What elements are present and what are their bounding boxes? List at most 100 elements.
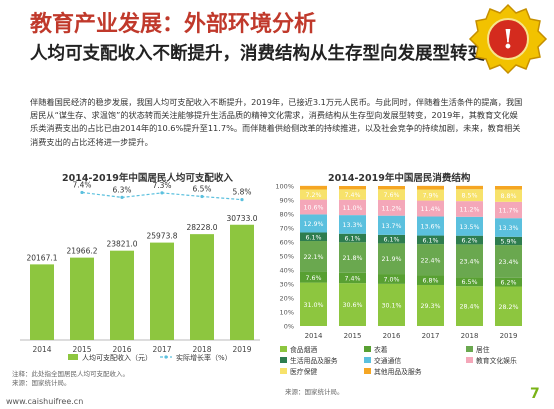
x-tick-label: 2015 <box>344 332 362 340</box>
stack-segment <box>300 199 327 215</box>
segment-value-label: 11.2% <box>381 205 401 212</box>
segment-value-label: 13.3% <box>342 222 362 229</box>
segment-value-label: 11.4% <box>420 206 440 213</box>
income-value-label: 25973.8 <box>146 232 177 241</box>
segment-value-label: 10.6% <box>303 205 323 212</box>
stack-segment <box>456 216 483 236</box>
stack-segment <box>378 189 405 200</box>
y-tick-label: 40% <box>280 267 294 275</box>
x-tick-label: 2018 <box>461 332 479 340</box>
stack-segment <box>495 286 522 326</box>
segment-value-label: 28.4% <box>459 304 479 311</box>
segment-value-label: 11.0% <box>342 205 362 212</box>
income-bar <box>230 224 254 340</box>
legend-swatch <box>364 357 371 363</box>
stack-segment <box>300 189 327 200</box>
income-value-label: 30733.0 <box>226 214 257 223</box>
stack-segment <box>495 186 522 190</box>
growth-rate-point <box>80 190 84 195</box>
stack-segment <box>339 233 366 243</box>
stack-segment <box>456 277 483 287</box>
stack-segment <box>378 200 405 216</box>
segment-value-label: 7.4% <box>345 192 361 199</box>
legend-swatch <box>466 346 473 352</box>
segment-value-label: 6.2% <box>462 238 478 245</box>
segment-value-label: 30.6% <box>342 302 362 309</box>
segment-value-label: 7.2% <box>306 192 322 199</box>
growth-rate-point <box>240 198 244 202</box>
income-value-label: 28228.0 <box>186 223 217 232</box>
stack-segment <box>300 214 327 233</box>
legend-label: 食品烟酒 <box>290 345 317 354</box>
growth-rate-point <box>160 191 164 195</box>
segment-value-label: 6.1% <box>423 237 439 244</box>
segment-value-label: 31.0% <box>303 302 323 309</box>
stack-segment <box>495 245 522 278</box>
stack-segment <box>456 286 483 326</box>
legend-swatch <box>280 346 287 352</box>
income-bar <box>150 242 174 340</box>
source-note-right: 来源：国家统计局。 <box>285 388 344 396</box>
x-tick-label: 2016 <box>383 332 401 340</box>
legend-label: 教育文化娱乐 <box>476 356 517 365</box>
segment-value-label: 6.1% <box>384 237 400 244</box>
y-tick-label: 70% <box>280 225 294 233</box>
growth-rate-label: 7.4% <box>72 180 91 189</box>
segment-value-label: 6.5% <box>462 279 478 286</box>
stack-segment <box>495 277 522 287</box>
source-note-line: 来源：国家统计局。 <box>12 378 71 387</box>
legend-swatch <box>280 357 287 363</box>
right-chart-title: 2014-2019年中国居民消费结构 <box>328 173 471 184</box>
y-tick-label: 30% <box>280 281 294 289</box>
stack-segment <box>495 189 522 202</box>
segment-value-label: 13.3% <box>498 225 518 232</box>
stack-segment <box>378 243 405 275</box>
legend-swatch <box>364 368 371 374</box>
x-tick-label: 2019 <box>500 332 518 340</box>
body-paragraph: 伴随着国民经济的稳步发展，我国人均可支配收入不断提升，2019年，已接近3.1万… <box>30 97 523 147</box>
segment-value-label: 22.4% <box>420 257 440 264</box>
x-tick-label: 2017 <box>422 332 440 340</box>
legend-label: 交通通信 <box>374 356 401 365</box>
y-tick-label: 20% <box>280 295 294 303</box>
growth-rate-label: 5.8% <box>232 188 251 197</box>
legend-swatch <box>280 368 287 374</box>
page-number: 7 <box>530 386 540 402</box>
stack-segment <box>417 275 444 285</box>
income-chart: 20167.1 2014 21966.2 2015 23821.0 2016 25973.8… <box>20 180 260 362</box>
growth-rate-label: 7.3% <box>152 181 171 190</box>
stack-segment <box>300 282 327 326</box>
stack-segment <box>417 200 444 217</box>
income-bar <box>30 264 54 340</box>
stack-segment <box>378 283 405 326</box>
segment-value-label: 6.1% <box>345 236 361 243</box>
stack-segment <box>495 201 522 219</box>
legend-label-income: 人均可支配收入（元） <box>82 353 152 362</box>
legend-label: 其他用品及服务 <box>374 367 422 376</box>
source-note-line: 注释：此处指全国居民人均可支配收入。 <box>12 370 129 378</box>
stack-segment <box>456 235 483 245</box>
income-bar <box>70 257 94 340</box>
stack-segment <box>339 215 366 234</box>
income-bar <box>190 234 214 340</box>
segment-value-label: 5.9% <box>501 238 517 245</box>
stack-segment <box>339 272 366 284</box>
segment-value-label: 7.9% <box>423 193 439 200</box>
growth-rate-point <box>120 195 124 199</box>
legend-swatch <box>364 346 371 352</box>
segment-value-label: 22.1% <box>303 254 323 261</box>
y-tick-label: 50% <box>280 253 294 261</box>
stack-segment <box>339 242 366 273</box>
stack-segment <box>456 201 483 217</box>
segment-value-label: 29.3% <box>420 303 440 310</box>
stack-segment <box>417 216 444 236</box>
x-tick-label: 2014 <box>32 345 51 354</box>
segment-value-label: 7.4% <box>345 275 361 282</box>
stack-segment <box>417 235 444 245</box>
segment-value-label: 21.9% <box>381 256 401 263</box>
x-tick-label: 2014 <box>305 332 323 340</box>
segment-value-label: 13.7% <box>381 223 401 230</box>
stack-segment <box>339 186 366 190</box>
income-value-label: 20167.1 <box>26 253 57 262</box>
stack-segment <box>417 185 444 190</box>
